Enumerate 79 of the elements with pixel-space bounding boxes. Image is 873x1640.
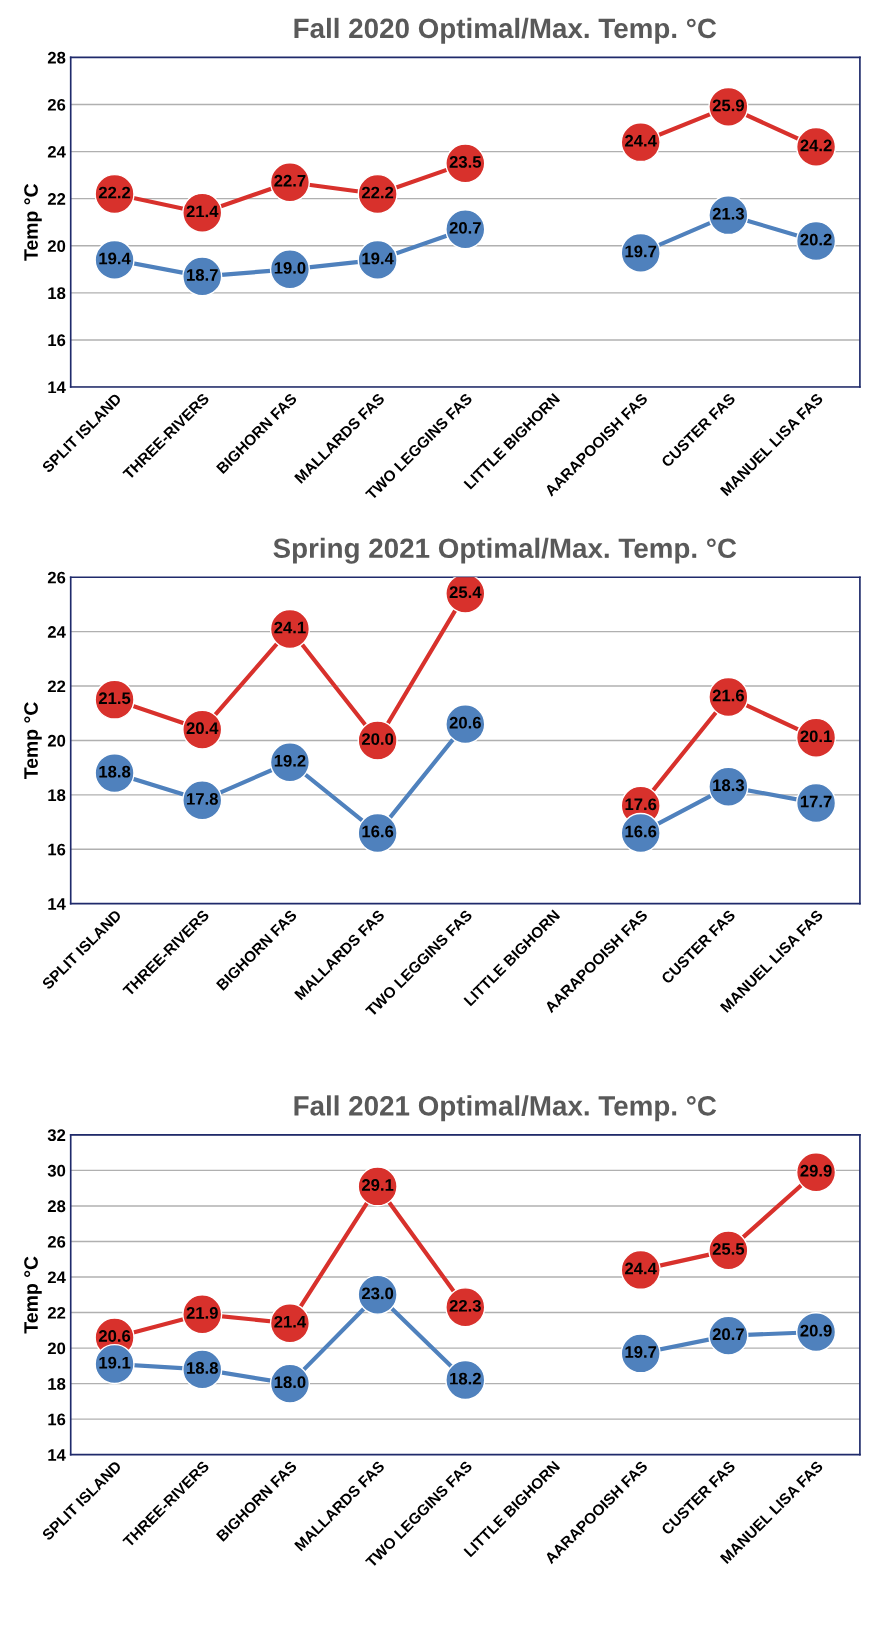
data-label: 22.2 [361,186,394,199]
y-tick-label: 18 [48,287,66,300]
data-label: 18.2 [450,1372,481,1385]
data-label: 20.6 [98,1330,131,1342]
data-label: 24.4 [625,1262,657,1275]
y-tick-label: 14 [48,1449,66,1461]
data-label: 20.7 [712,1328,744,1341]
data-label: 19.1 [99,1356,131,1369]
data-label: 17.8 [187,792,218,805]
data-label: 22.2 [98,186,131,199]
y-tick-label: 22 [47,193,66,205]
data-label: 16.6 [362,825,394,838]
data-label: 18.8 [187,1362,218,1374]
data-label: 29.9 [800,1164,832,1177]
y-tick-label: 24 [47,1271,66,1284]
data-label: 19.7 [625,1346,657,1358]
data-label: 25.4 [449,586,482,599]
data-label: 16.6 [625,825,657,838]
data-label: 23.5 [449,156,482,168]
data-label: 18.3 [713,779,744,792]
data-label: 18.7 [187,269,218,281]
y-tick-label: 28 [47,51,66,64]
data-label: 19.4 [362,252,394,265]
data-label: 20.9 [800,1324,832,1337]
y-tick-label: 20 [47,240,66,252]
data-label: 19.2 [274,754,306,767]
data-label: 21.5 [98,692,131,705]
data-label: 24.4 [625,134,657,147]
data-label: 23.0 [361,1287,394,1300]
data-label: 20.7 [449,221,481,234]
data-label: 20.6 [449,716,481,729]
data-label: 19.7 [625,245,657,258]
data-label: 17.7 [800,795,832,808]
chart-title: Fall 2020 Optimal/Max. Temp. °C [294,17,717,44]
y-tick-label: 30 [47,1164,66,1177]
y-tick-label: 28 [47,1200,66,1213]
y-tick-label: 24 [47,145,66,158]
data-label: 17.6 [625,798,657,811]
y-tick-label: 26 [47,571,66,584]
data-label: 25.5 [712,1243,745,1255]
data-label: 21.4 [274,1315,307,1328]
y-tick-label: 16 [48,334,66,347]
data-label: 21.3 [712,207,744,220]
data-label: 18.0 [274,1376,306,1389]
data-label: 20.1 [800,730,832,743]
y-tick-label: 20 [47,734,66,747]
y-axis-title: Temp °C [24,1256,42,1334]
data-label: 29.1 [361,1179,394,1191]
data-label: 21.6 [712,689,744,702]
data-label: 21.4 [186,205,219,218]
data-label: 22.7 [274,174,306,187]
chart-title: Spring 2021 Optimal/Max. Temp. °C [273,537,737,564]
y-axis-title: Temp °C [24,183,42,261]
y-tick-label: 26 [47,1235,66,1248]
y-axis-title: Temp °C [24,702,42,780]
data-label: 20.2 [800,233,832,246]
y-tick-label: 14 [48,898,66,910]
y-tick-label: 20 [47,1342,66,1355]
data-label: 24.2 [800,139,832,152]
data-label: 19.0 [274,261,306,274]
y-tick-label: 16 [48,1413,66,1426]
y-tick-label: 32 [47,1129,66,1142]
data-label: 18.8 [99,765,131,778]
y-tick-label: 26 [47,98,66,111]
y-tick-label: 18 [48,1378,66,1390]
data-label: 21.9 [186,1307,218,1319]
y-tick-label: 24 [47,626,66,638]
data-label: 22.3 [449,1299,481,1312]
chart-title: Fall 2021 Optimal/Max. Temp. °C [294,1095,717,1122]
y-tick-label: 14 [48,381,66,394]
data-label: 25.9 [712,99,744,112]
y-tick-label: 22 [47,680,66,693]
y-tick-label: 18 [48,789,66,802]
y-tick-label: 22 [47,1306,66,1319]
data-label: 24.1 [274,621,306,634]
data-label: 19.4 [99,252,131,265]
y-tick-label: 16 [48,843,66,856]
data-label: 20.0 [361,733,394,745]
data-label: 20.4 [186,722,219,735]
